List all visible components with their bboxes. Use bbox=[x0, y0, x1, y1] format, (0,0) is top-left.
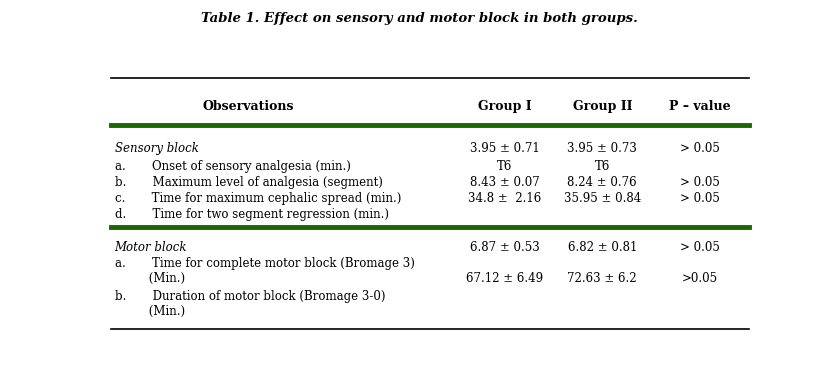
Text: > 0.05: > 0.05 bbox=[680, 142, 720, 155]
Text: 72.63 ± 6.2: 72.63 ± 6.2 bbox=[567, 272, 637, 285]
Text: Observations: Observations bbox=[202, 100, 294, 113]
Text: b.       Duration of motor block (Bromage 3-0): b. Duration of motor block (Bromage 3-0) bbox=[115, 291, 385, 303]
Text: P – value: P – value bbox=[669, 100, 731, 113]
Text: (Min.): (Min.) bbox=[115, 305, 185, 317]
Text: 6.87 ± 0.53: 6.87 ± 0.53 bbox=[470, 241, 539, 254]
Text: 67.12 ± 6.49: 67.12 ± 6.49 bbox=[466, 272, 544, 285]
Text: > 0.05: > 0.05 bbox=[680, 176, 720, 189]
Text: >0.05: >0.05 bbox=[682, 272, 718, 285]
Text: T6: T6 bbox=[497, 159, 513, 173]
Text: T6: T6 bbox=[595, 159, 610, 173]
Text: d.       Time for two segment regression (min.): d. Time for two segment regression (min.… bbox=[115, 208, 388, 221]
Text: 34.8 ±  2.16: 34.8 ± 2.16 bbox=[468, 192, 541, 205]
Text: a.       Onset of sensory analgesia (min.): a. Onset of sensory analgesia (min.) bbox=[115, 159, 351, 173]
Text: (Min.): (Min.) bbox=[115, 272, 185, 285]
Text: a.       Time for complete motor block (Bromage 3): a. Time for complete motor block (Bromag… bbox=[115, 257, 414, 270]
Text: b.       Maximum level of analgesia (segment): b. Maximum level of analgesia (segment) bbox=[115, 176, 383, 189]
Text: > 0.05: > 0.05 bbox=[680, 241, 720, 254]
Text: Group II: Group II bbox=[572, 100, 632, 113]
Text: Motor block: Motor block bbox=[115, 241, 187, 254]
Text: 35.95 ± 0.84: 35.95 ± 0.84 bbox=[564, 192, 641, 205]
Text: 8.24 ± 0.76: 8.24 ± 0.76 bbox=[567, 176, 637, 189]
Text: 6.82 ± 0.81: 6.82 ± 0.81 bbox=[568, 241, 637, 254]
Text: 3.95 ± 0.71: 3.95 ± 0.71 bbox=[470, 142, 539, 155]
Text: 8.43 ± 0.07: 8.43 ± 0.07 bbox=[470, 176, 539, 189]
Text: Table 1. Effect on sensory and motor block in both groups.: Table 1. Effect on sensory and motor blo… bbox=[201, 12, 638, 25]
Text: Sensory block: Sensory block bbox=[115, 142, 199, 155]
Text: > 0.05: > 0.05 bbox=[680, 192, 720, 205]
Text: Group I: Group I bbox=[478, 100, 532, 113]
Text: c.       Time for maximum cephalic spread (min.): c. Time for maximum cephalic spread (min… bbox=[115, 192, 401, 205]
Text: 3.95 ± 0.73: 3.95 ± 0.73 bbox=[567, 142, 638, 155]
